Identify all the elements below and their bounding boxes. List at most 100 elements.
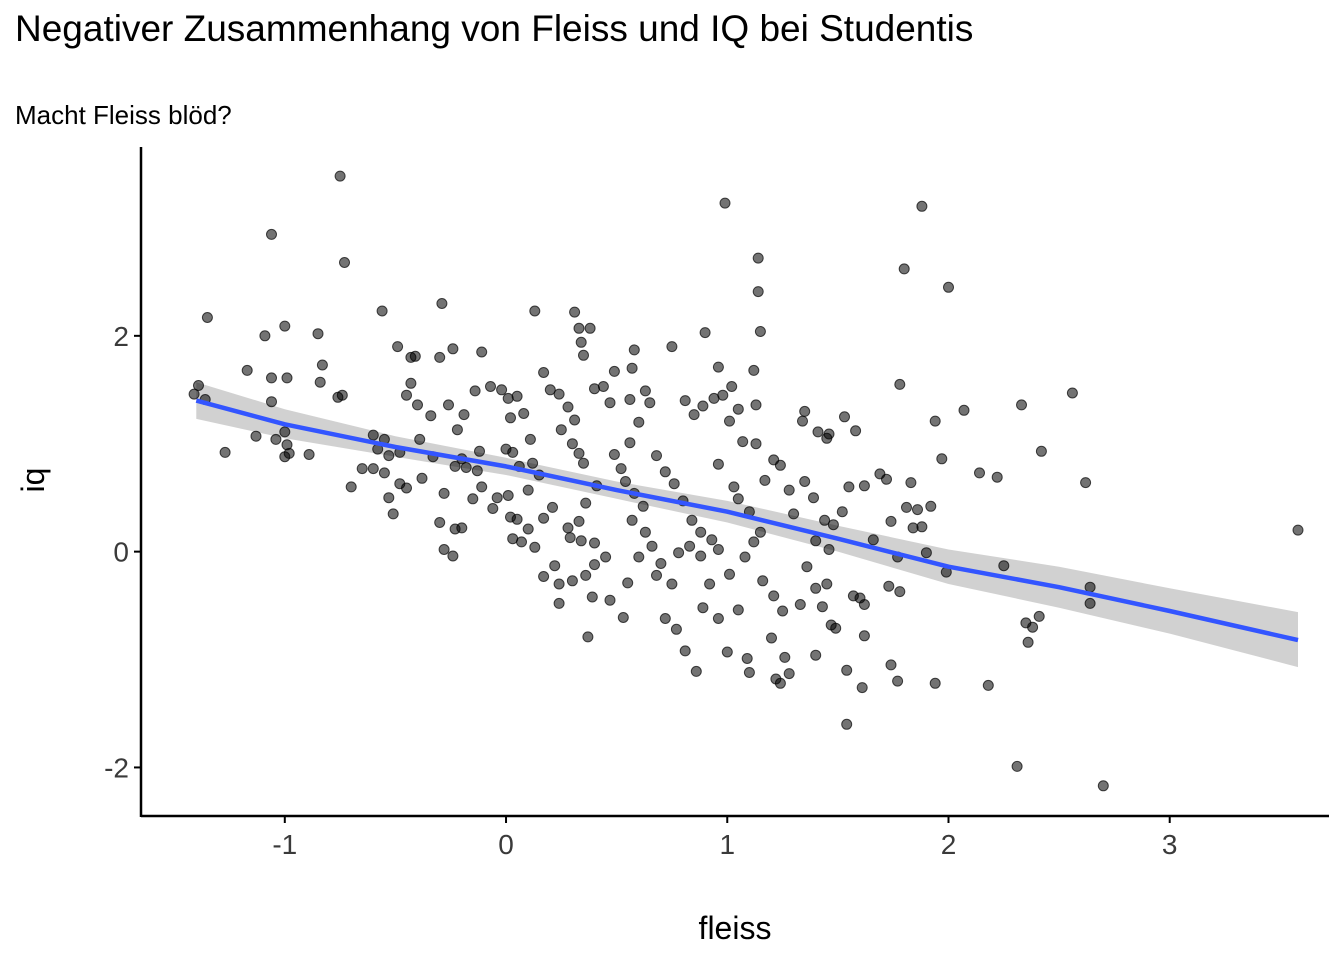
data-point (383, 492, 395, 504)
data-point (644, 397, 656, 409)
data-point (188, 388, 200, 400)
data-point (816, 601, 828, 613)
data-point (766, 632, 777, 644)
data-point (788, 508, 800, 520)
data-point (1080, 477, 1092, 489)
data-point (850, 425, 862, 437)
data-point (858, 480, 870, 492)
regression-line (195, 398, 1299, 643)
data-point (339, 257, 350, 268)
data-point (856, 682, 868, 694)
data-point (553, 388, 565, 400)
x-tick-label: 2 (941, 829, 957, 860)
x-tick-label: 0 (498, 829, 514, 860)
data-point (485, 381, 496, 392)
y-tick-label: 0 (113, 537, 129, 568)
data-point (741, 653, 753, 664)
data-point (549, 560, 561, 572)
data-point (266, 372, 277, 384)
data-point (1011, 760, 1023, 772)
data-point (695, 550, 707, 562)
data-point (810, 649, 822, 661)
data-point (345, 481, 357, 493)
data-point (724, 568, 735, 580)
data-point (624, 394, 636, 405)
data-point (456, 522, 468, 534)
data-point (538, 512, 550, 524)
data-point (695, 526, 707, 538)
data-point (797, 415, 808, 427)
data-point (573, 322, 585, 334)
data-point (958, 404, 970, 416)
data-point (929, 677, 941, 689)
data-point (376, 305, 388, 317)
data-point (401, 389, 412, 401)
data-point (566, 438, 578, 450)
data-point (799, 476, 811, 487)
data-point (401, 482, 412, 494)
data-point (312, 328, 324, 340)
data-point (712, 361, 724, 373)
data-point (732, 604, 744, 616)
data-point (580, 497, 592, 509)
data-point (405, 377, 417, 389)
data-point (555, 424, 567, 436)
data-point (774, 677, 786, 689)
data-point (894, 586, 906, 598)
data-point (502, 392, 514, 404)
data-point (637, 500, 649, 512)
x-axis-ticks: -1 0 1 2 3 (272, 816, 1178, 860)
data-point (586, 591, 598, 603)
data-point (673, 547, 685, 559)
data-point (1084, 597, 1096, 609)
y-axis-title: iq (15, 468, 51, 493)
data-point (416, 472, 428, 484)
data-point (259, 330, 271, 342)
data-point (573, 447, 585, 459)
data-point (604, 594, 616, 606)
data-point (615, 463, 627, 475)
data-point (569, 306, 581, 318)
y-tick-label: 2 (113, 321, 129, 352)
data-point (881, 473, 892, 485)
data-point (219, 446, 231, 458)
data-point (810, 582, 822, 594)
data-point (474, 445, 485, 457)
data-point (925, 500, 937, 512)
x-tick-label: 3 (1162, 829, 1178, 860)
data-point (608, 365, 620, 377)
x-axis-title: fleiss (699, 910, 772, 946)
data-point (547, 501, 558, 513)
data-point (562, 401, 574, 413)
data-point (1016, 399, 1027, 411)
data-point (901, 501, 912, 513)
data-point (562, 522, 574, 534)
data-point (578, 457, 589, 469)
data-point (505, 412, 516, 424)
data-point (367, 429, 379, 441)
data-point (193, 380, 204, 391)
data-point (843, 481, 855, 493)
data-point (883, 580, 895, 592)
data-point (912, 504, 923, 516)
data-point (739, 551, 751, 563)
data-point (438, 544, 450, 555)
data-point (639, 385, 651, 397)
data-point (1066, 387, 1078, 399)
data-point (1022, 636, 1034, 648)
trend-line-layer (195, 398, 1299, 643)
data-point (841, 664, 853, 676)
data-point (810, 535, 822, 547)
data-point (726, 381, 738, 392)
data-point (779, 651, 791, 663)
data-point (717, 389, 729, 401)
data-point (589, 537, 600, 549)
data-point (553, 578, 565, 590)
data-point (732, 403, 744, 415)
data-point (573, 515, 585, 527)
data-point (633, 551, 645, 563)
data-point (392, 341, 404, 353)
data-point (712, 613, 724, 624)
data-point (732, 493, 744, 505)
